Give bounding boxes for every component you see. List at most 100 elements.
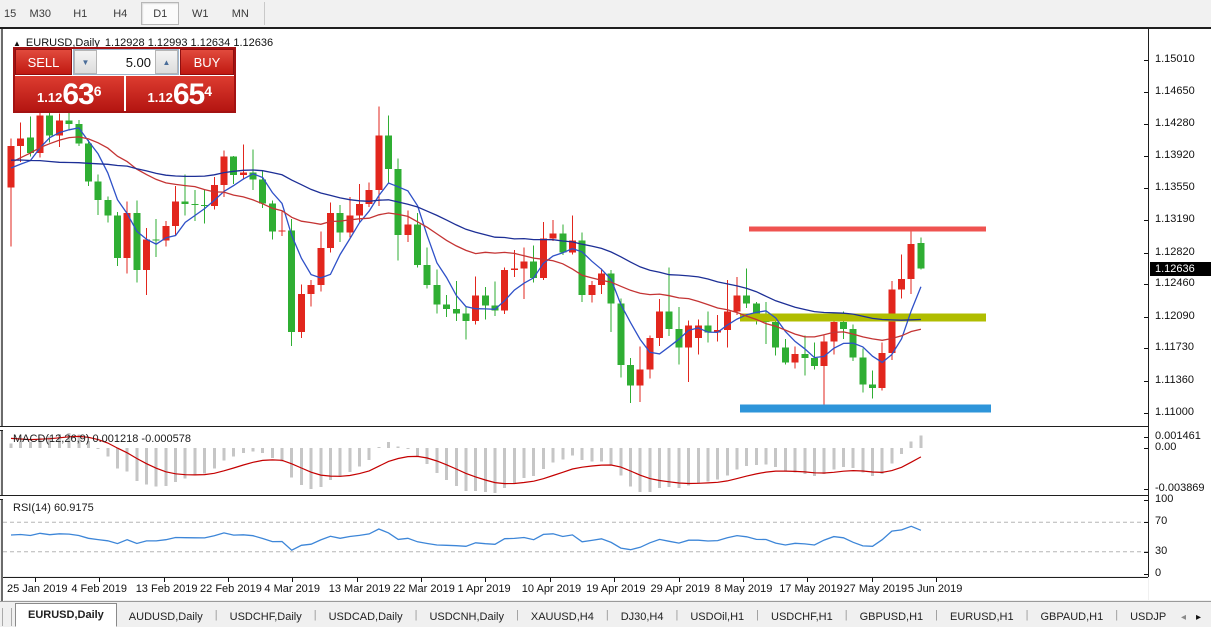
macd-histogram-bar <box>919 435 923 448</box>
timeframe-button-h4[interactable]: H4 <box>113 7 128 20</box>
macd-histogram-bar <box>212 448 216 469</box>
macd-histogram-bar <box>357 448 361 467</box>
horizontal-line-2[interactable] <box>740 404 991 413</box>
axis-tick <box>1144 220 1148 222</box>
axis-tick <box>1144 500 1148 501</box>
timeframe-button-m30[interactable]: M30 <box>29 7 51 20</box>
date-axis[interactable]: 25 Jan 2019 4 Feb 2019 13 Feb 2019 22 Feb 2… <box>3 577 1148 600</box>
macd-histogram-bar <box>145 448 149 485</box>
price-chart-pane[interactable]: ▲ EURUSD,Daily 1.12928 1.12993 1.12634 1… <box>3 29 1148 426</box>
chart-tab-bar: EURUSD,Daily AUDUSD,Daily | USDCHF,Daily | US… <box>0 601 1211 627</box>
volume-input[interactable] <box>97 50 155 74</box>
axis-tick <box>1144 316 1148 318</box>
chart-tab-usdjp[interactable]: USDJP <box>1130 611 1167 623</box>
candle-body <box>239 172 247 176</box>
sell-price-pip: 6 <box>93 83 102 99</box>
macd-histogram-bar <box>232 448 236 457</box>
candle-body <box>491 305 499 311</box>
chart-tab-usdcnh-daily[interactable]: USDCNH,Daily <box>429 611 504 623</box>
axis-tick <box>1144 551 1148 553</box>
timeframe-button-mn[interactable]: MN <box>231 7 249 20</box>
chart-tab-usdcad-daily[interactable]: USDCAD,Daily <box>328 611 403 623</box>
chart-tab-eurusd-daily[interactable]: EURUSD,Daily <box>15 603 117 627</box>
horizontal-line-0[interactable] <box>749 226 986 232</box>
macd-histogram-bar <box>348 448 352 473</box>
macd-histogram-bar <box>280 448 284 462</box>
chart-tab-usdoil-h1[interactable]: USDOil,H1 <box>690 611 745 623</box>
chart-tab-eurusd-h1[interactable]: EURUSD,H1 <box>950 611 1014 623</box>
candle-body <box>907 243 915 279</box>
macd-histogram-bar <box>880 448 884 474</box>
price-axis-label: 1.14280 <box>1155 117 1195 130</box>
candle-body <box>627 365 635 386</box>
candle-body <box>665 311 673 330</box>
moving-average-40 <box>10 159 921 321</box>
one-click-trade-panel: SELL ▼ ▲ BUY 1.12 63 6 1.12 65 4 <box>13 47 236 113</box>
tab-scroll-right-icon[interactable]: ▸ <box>1195 612 1201 623</box>
tab-scroll-left-icon[interactable]: ◂ <box>1180 612 1186 623</box>
timeframe-button-w1[interactable]: W1 <box>192 7 209 20</box>
horizontal-line-1[interactable] <box>740 313 986 322</box>
macd-histogram-bar <box>803 448 807 475</box>
macd-histogram-bar <box>299 448 303 485</box>
volume-increase-button[interactable]: ▲ <box>155 50 178 74</box>
date-tick <box>742 578 744 582</box>
candlestick-chart[interactable] <box>3 29 1148 426</box>
rsi-axis-label: 30 <box>1155 544 1168 557</box>
macd-histogram-bar <box>261 448 265 454</box>
chart-tab-gbpusd-h1[interactable]: GBPUSD,H1 <box>859 611 924 623</box>
macd-histogram-bar <box>406 448 410 449</box>
candle-body <box>365 190 373 205</box>
date-tick <box>935 578 937 582</box>
candle-body <box>404 224 412 236</box>
rsi-indicator-pane[interactable]: RSI(14) 60.9175 <box>3 498 1148 576</box>
axis-tick <box>1144 252 1148 254</box>
candle-body <box>549 233 557 239</box>
sell-button[interactable]: SELL <box>15 49 72 75</box>
date-tick <box>421 578 423 582</box>
chart-tab-xauusd-h4[interactable]: XAUUSD,H4 <box>530 611 594 623</box>
price-axis-label: 1.11000 <box>1155 405 1194 418</box>
candle-body <box>230 156 238 176</box>
candle-body <box>530 261 538 279</box>
rsi-label: RSI(14) 60.9175 <box>13 502 94 514</box>
buy-price-quote[interactable]: 1.12 65 4 <box>125 76 234 111</box>
tab-separator: | <box>414 609 418 621</box>
macd-histogram-bar <box>725 448 729 476</box>
chart-tab-usdchf-h1[interactable]: USDCHF,H1 <box>771 611 833 623</box>
candle-body <box>656 311 664 338</box>
date-axis-label: 10 Apr 2019 <box>521 583 582 595</box>
date-axis-label: 4 Feb 2019 <box>71 583 127 595</box>
volume-stepper: ▼ ▲ <box>73 49 179 75</box>
chart-tab-dj30-h4[interactable]: DJ30,H4 <box>620 611 664 623</box>
macd-histogram-bar <box>454 448 458 486</box>
rsi-axis-label: 0 <box>1155 567 1162 579</box>
candle-body <box>772 322 780 348</box>
chart-tab-audusd-daily[interactable]: AUDUSD,Daily <box>128 611 203 623</box>
candle-body <box>839 322 847 330</box>
date-tick <box>485 578 487 582</box>
volume-decrease-button[interactable]: ▼ <box>74 50 97 74</box>
timeframe-button-15[interactable]: 15 <box>4 7 17 20</box>
sell-price-quote[interactable]: 1.12 63 6 <box>15 76 124 111</box>
timeframe-button-d1[interactable]: D1 <box>141 2 180 25</box>
macd-histogram-bar <box>754 448 758 466</box>
candle-body <box>201 205 209 207</box>
date-tick <box>35 578 36 582</box>
macd-histogram-bar <box>483 448 487 493</box>
macd-histogram-bar <box>609 448 613 465</box>
collapse-triangle-icon[interactable]: ▲ <box>13 38 21 48</box>
macd-indicator-pane[interactable]: MACD(12,26,9) 0.001218 -0.000578 <box>3 429 1148 495</box>
price-axis[interactable]: 1.15010 1.14650 1.14280 1.13920 1.13550 1.131… <box>1144 29 1211 600</box>
buy-button[interactable]: BUY <box>180 49 234 75</box>
rsi-chart <box>3 521 1148 553</box>
axis-tick <box>1144 284 1148 286</box>
chart-tab-gbpaud-h1[interactable]: GBPAUD,H1 <box>1040 611 1104 623</box>
tab-separator: | <box>675 609 679 621</box>
chart-tab-usdchf-daily[interactable]: USDCHF,Daily <box>229 611 302 623</box>
candle-body <box>820 341 828 367</box>
timeframe-button-h1[interactable]: H1 <box>73 7 88 20</box>
sell-price-prefix: 1.12 <box>37 90 63 105</box>
macd-histogram-bar <box>900 448 904 455</box>
tabs: EURUSD,Daily AUDUSD,Daily | USDCHF,Daily | US… <box>15 603 1178 627</box>
